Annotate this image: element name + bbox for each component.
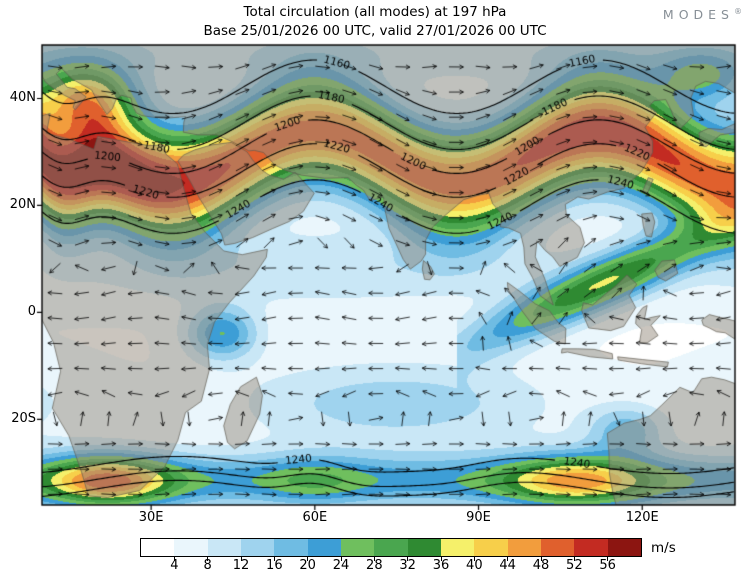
colorbar-tick-mark: [473, 557, 475, 561]
colorbar-segment: [340, 539, 375, 556]
colorbar-tick-mark: [607, 557, 609, 561]
colorbar-tick-mark: [507, 557, 509, 561]
colorbar-tick-label: 52: [566, 558, 583, 573]
figure-title: Total circulation (all modes) at 197 hPa: [243, 4, 507, 20]
colorbar-segment: [507, 539, 541, 556]
colorbar-segment: [240, 539, 275, 556]
colorbar-tick-mark: [240, 557, 242, 561]
title-block: Total circulation (all modes) at 197 hPa…: [0, 3, 750, 41]
y-axis-tick-label: 0: [27, 304, 36, 320]
colorbar-segment: [607, 539, 641, 556]
colorbar-tick-mark: [573, 557, 575, 561]
colorbar-tick-label: 32: [399, 558, 416, 573]
x-axis-tick-label: 120E: [625, 510, 659, 525]
colorbar-tick-mark: [173, 557, 175, 561]
colorbar-segment: [274, 539, 308, 556]
y-axis-tick-label: 40N: [9, 90, 36, 106]
colorbar-tick-mark: [307, 557, 309, 561]
figure-subtitle: Base 25/01/2026 00 UTC, valid 27/01/2026…: [203, 23, 547, 39]
y-axis-tick-label: 20N: [9, 197, 36, 213]
colorbar-tick-mark: [440, 557, 442, 561]
colorbar-tick-mark: [540, 557, 542, 561]
colorbar: [140, 538, 642, 557]
colorbar-tick-label: 20: [299, 558, 316, 573]
colorbar-tick-label: 56: [599, 558, 616, 573]
colorbar-tick-mark: [273, 557, 275, 561]
x-axis-tick-label: 30E: [138, 510, 164, 525]
colorbar-tick-label: 4: [170, 558, 179, 573]
x-axis-tick-label: 60E: [302, 510, 328, 525]
colorbar-segment: [174, 539, 208, 556]
colorbar-units-label: m/s: [651, 540, 676, 556]
colorbar-segment: [307, 539, 341, 556]
colorbar-segment: [374, 539, 408, 556]
colorbar-tick-label: 36: [432, 558, 450, 573]
registered-trademark-icon: ®: [734, 7, 742, 16]
modes-logo: MODES®: [663, 7, 742, 22]
colorbar-tick-mark: [407, 557, 409, 561]
colorbar-segment: [141, 539, 175, 556]
colorbar-tick-label: 24: [332, 558, 350, 573]
colorbar-segment: [207, 539, 241, 556]
colorbar-segment: [540, 539, 575, 556]
colorbar-segment: [440, 539, 475, 556]
x-axis-tick-label: 90E: [466, 510, 491, 525]
colorbar-segment: [574, 539, 608, 556]
colorbar-tick-label: 44: [499, 558, 516, 573]
colorbar-segment: [407, 539, 441, 556]
colorbar-tick-mark: [373, 557, 375, 561]
colorbar-tick-label: 8: [203, 558, 212, 573]
colorbar-tick-label: 28: [366, 558, 383, 573]
colorbar-tick-label: 12: [232, 558, 250, 573]
modes-logo-text: MODES: [662, 7, 734, 23]
colorbar-tick-label: 48: [532, 558, 550, 573]
colorbar-tick-mark: [340, 557, 342, 561]
colorbar-tick-label: 40: [466, 558, 483, 573]
colorbar-tick-label: 16: [266, 558, 283, 573]
colorbar-segment: [474, 539, 508, 556]
colorbar-tick-mark: [207, 557, 209, 561]
y-axis-tick-label: 20S: [11, 411, 36, 427]
